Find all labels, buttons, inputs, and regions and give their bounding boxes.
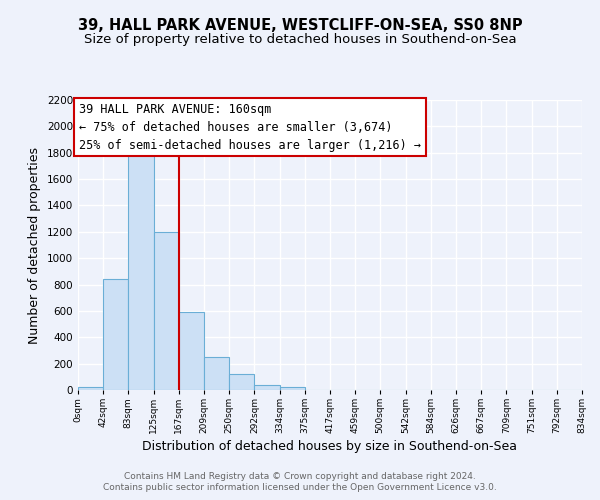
Bar: [154, 232, 179, 390]
Bar: [254, 384, 280, 390]
Bar: [229, 374, 254, 390]
Text: 39 HALL PARK AVENUE: 160sqm
← 75% of detached houses are smaller (3,674)
25% of : 39 HALL PARK AVENUE: 160sqm ← 75% of det…: [79, 102, 421, 152]
Bar: [179, 312, 205, 390]
Bar: [280, 386, 305, 390]
X-axis label: Distribution of detached houses by size in Southend-on-Sea: Distribution of detached houses by size …: [143, 440, 517, 454]
Bar: [78, 386, 103, 390]
Text: 39, HALL PARK AVENUE, WESTCLIFF-ON-SEA, SS0 8NP: 39, HALL PARK AVENUE, WESTCLIFF-ON-SEA, …: [77, 18, 523, 32]
Text: Contains HM Land Registry data © Crown copyright and database right 2024.: Contains HM Land Registry data © Crown c…: [124, 472, 476, 481]
Bar: [205, 357, 229, 390]
Y-axis label: Number of detached properties: Number of detached properties: [28, 146, 41, 344]
Bar: [103, 280, 128, 390]
Text: Contains public sector information licensed under the Open Government Licence v3: Contains public sector information licen…: [103, 484, 497, 492]
Bar: [128, 152, 154, 390]
Text: Size of property relative to detached houses in Southend-on-Sea: Size of property relative to detached ho…: [83, 32, 517, 46]
